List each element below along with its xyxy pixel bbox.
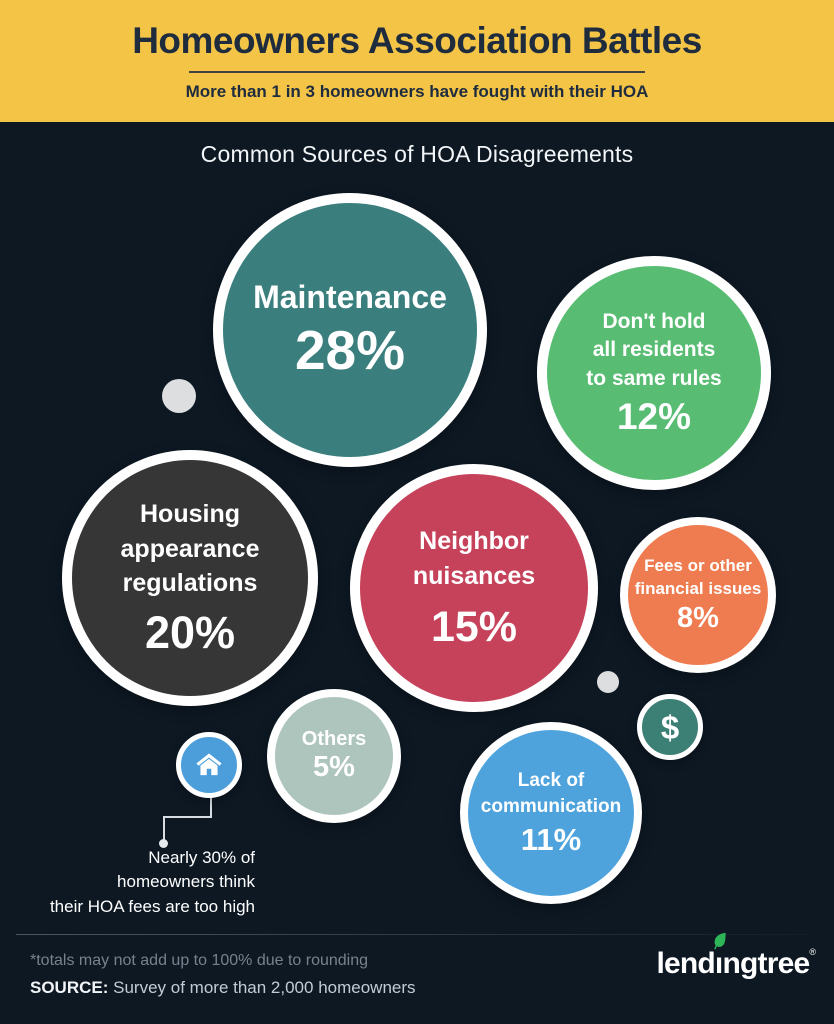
bubble-value: 11% — [520, 822, 582, 858]
dollar-icon-circle: $ — [637, 694, 703, 760]
bubble-label: Others — [301, 728, 367, 750]
home-icon-circle — [176, 732, 242, 798]
logo-letter-i: ı — [714, 932, 726, 979]
footnote: *totals may not add up to 100% due to ro… — [30, 952, 369, 969]
chart-title: Common Sources of HOA Disagreements — [200, 141, 634, 167]
decorative-dot — [597, 671, 619, 693]
source-line: SOURCE: Survey of more than 2,000 homeow… — [30, 978, 416, 998]
header: Homeowners Association Battles More than… — [0, 0, 834, 122]
bubble-label: Fees or other financial issues — [634, 556, 762, 598]
bubble-value: 20% — [144, 606, 236, 658]
lendingtree-logo: lendı ngtree® — [656, 932, 816, 980]
annotation-text: Nearly 30% of homeowners think their HOA… — [49, 848, 255, 916]
bubble-label: Don't hold all residents to same rules — [586, 309, 722, 390]
bubble-label: Housing appearance regulations — [120, 500, 260, 598]
bubble-same-rules: Don't hold all residents to same rules 1… — [537, 256, 771, 490]
bubble-value: 15% — [430, 603, 518, 651]
dollar-icon: $ — [660, 708, 680, 746]
bubble-others: Others 5% — [267, 689, 401, 823]
bubble-label: Maintenance — [253, 278, 447, 315]
bubble-value: 28% — [294, 318, 406, 381]
bubble-label: Lack of communication — [480, 769, 622, 817]
annotation-connector — [163, 816, 165, 841]
bubble-value: 8% — [677, 601, 719, 634]
source-text: Survey of more than 2,000 homeowners — [108, 978, 416, 997]
logo-text-pre: lend — [656, 947, 715, 980]
bubble-value: 12% — [616, 396, 692, 438]
registered-mark: ® — [809, 947, 816, 957]
header-divider — [189, 71, 645, 73]
bubble-label: Neighbor nuisances — [412, 527, 536, 590]
page-title: Homeowners Association Battles — [132, 20, 702, 61]
bubble-value: 5% — [313, 751, 355, 783]
bubble-lack-communication: Lack of communication 11% — [460, 722, 642, 904]
annotation-connector — [210, 797, 212, 818]
bubble-maintenance: Maintenance 28% — [213, 193, 487, 467]
home-icon — [192, 749, 226, 781]
annotation-connector — [163, 816, 212, 818]
footer: *totals may not add up to 100% due to ro… — [0, 932, 834, 1024]
logo-text-post: ngtree — [722, 947, 810, 980]
decorative-dot — [162, 379, 196, 413]
leaf-icon — [714, 932, 726, 950]
bubble-housing-appearance: Housing appearance regulations 20% — [62, 450, 318, 706]
footer-divider — [16, 934, 806, 935]
source-label: SOURCE: — [30, 978, 109, 997]
bubble-neighbor-nuisances: Neighbor nuisances 15% — [350, 464, 598, 712]
bubble-fees-financial: Fees or other financial issues 8% — [620, 517, 776, 673]
page-subtitle: More than 1 in 3 homeowners have fought … — [185, 82, 649, 101]
annotation-connector-dot — [159, 839, 168, 848]
